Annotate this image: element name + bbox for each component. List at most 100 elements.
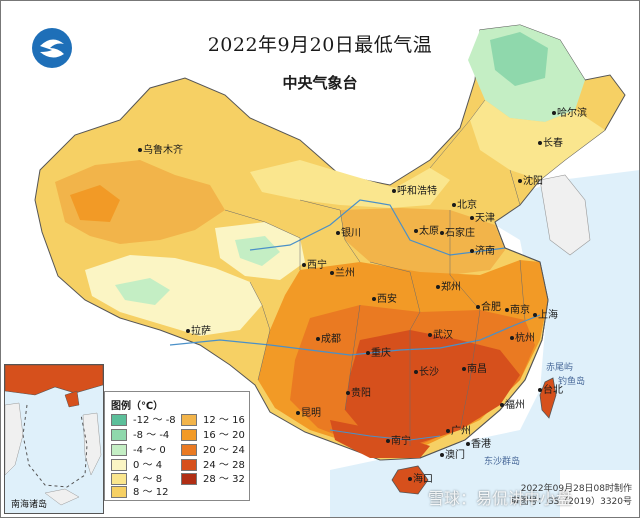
city-dot <box>346 391 350 395</box>
city-lanzhou: 兰州 <box>330 268 355 279</box>
city-chongqing: 重庆 <box>366 348 391 359</box>
map-legend: 图例（℃） -12 ～ -8 -8 ～ -4 -4 ～ 0 0 ～ 4 4 ～ … <box>104 391 250 501</box>
legend-item: 16 ～ 20 <box>181 429 245 442</box>
yellow-river <box>249 199 506 256</box>
zone-xinjiang-12-16 <box>55 160 225 244</box>
city-lhasa: 拉萨 <box>186 326 211 337</box>
coastline <box>419 221 549 459</box>
korea-outline <box>539 174 591 256</box>
city-dot <box>505 308 509 312</box>
city-dot <box>408 477 412 481</box>
city-macau: 澳门 <box>440 450 465 461</box>
city-dot <box>452 203 456 207</box>
city-fuzhou: 福州 <box>500 400 525 411</box>
legend-title: 图例（℃） <box>111 401 164 412</box>
legend-swatch <box>181 414 197 426</box>
ocean-east <box>470 170 640 470</box>
city-dot <box>533 313 537 317</box>
city-zhengzhou: 郑州 <box>436 282 461 293</box>
city-dot <box>186 329 190 333</box>
city-shenyang: 沈阳 <box>518 176 543 187</box>
city-beijing: 北京 <box>452 200 477 211</box>
city-dot <box>296 411 300 415</box>
city-taiyuan: 太原 <box>414 226 439 237</box>
city-hefei: 合肥 <box>476 302 501 313</box>
city-dot <box>330 271 334 275</box>
zone-qinghai-neg4-0 <box>235 236 280 266</box>
legend-item: -12 ～ -8 <box>111 414 176 427</box>
city-dot <box>518 179 522 183</box>
city-guangzhou: 广州 <box>446 426 471 437</box>
city-nanjing: 南京 <box>505 305 530 316</box>
zone-tibet-0-4 <box>85 255 262 336</box>
legend-swatch <box>111 429 127 441</box>
city-tianjin: 天津 <box>470 213 495 224</box>
city-dot <box>500 403 504 407</box>
legend-swatch <box>181 473 197 485</box>
legend-swatch <box>111 473 127 485</box>
inset-label: 南海诸岛 <box>11 500 48 510</box>
city-dot <box>414 370 418 374</box>
city-kunming: 昆明 <box>296 408 321 419</box>
legend-swatch <box>111 414 127 426</box>
legend-swatch <box>111 459 127 471</box>
city-dot <box>552 111 556 115</box>
legend-item: -8 ～ -4 <box>111 429 169 442</box>
legend-item: 12 ～ 16 <box>181 414 245 427</box>
city-xian: 西安 <box>372 294 397 305</box>
legend-swatch <box>181 444 197 456</box>
legend-item: 20 ～ 24 <box>181 444 245 457</box>
city-changchun: 长春 <box>538 138 563 149</box>
city-nanchang: 南昌 <box>462 364 487 375</box>
city-dot <box>476 305 480 309</box>
city-nanning: 南宁 <box>386 436 411 447</box>
footer-date: 2022年09月28日08时制作 <box>520 484 632 494</box>
watermark-text: 雪球：易侃讲中小盘 <box>428 489 573 508</box>
city-taipei: 台北 <box>538 385 563 396</box>
city-hongkong: 香港 <box>466 439 491 450</box>
city-dot <box>470 216 474 220</box>
city-shanghai: 上海 <box>533 310 558 321</box>
city-haikou: 海口 <box>408 474 433 485</box>
zone-northeast-4-8 <box>470 100 605 180</box>
city-yinchuan: 银川 <box>336 228 361 239</box>
zone-northplain-12-16 <box>340 208 505 275</box>
zone-tibet-neg4-0 <box>115 278 170 305</box>
city-dot <box>414 229 418 233</box>
city-xining: 西宁 <box>302 260 327 271</box>
legend-item: 8 ～ 12 <box>111 486 168 499</box>
legend-swatch <box>181 429 197 441</box>
zone-yangtze-24-28 <box>345 330 520 446</box>
city-hangzhou: 杭州 <box>510 333 535 344</box>
city-urumqi: 乌鲁木齐 <box>138 145 183 156</box>
legend-item: 0 ～ 4 <box>111 459 162 472</box>
city-dot <box>138 148 142 152</box>
city-harbin: 哈尔滨 <box>552 108 587 119</box>
city-dot <box>366 351 370 355</box>
agency-name: 中央气象台 <box>282 74 358 92</box>
city-dot <box>316 337 320 341</box>
inset-map <box>5 365 103 513</box>
city-dot <box>440 453 444 457</box>
city-dot <box>336 231 340 235</box>
city-dot <box>302 263 306 267</box>
legend-swatch <box>111 444 127 456</box>
zone-guangdong-24-28 <box>330 420 430 458</box>
place-chiweiyu: 赤尾屿 <box>546 363 574 373</box>
city-dot <box>510 336 514 340</box>
city-dot <box>392 189 396 193</box>
city-changsha: 长沙 <box>414 367 439 378</box>
cma-logo-icon <box>32 28 72 68</box>
city-dot <box>538 141 542 145</box>
city-guiyang: 贵阳 <box>346 388 371 399</box>
legend-item: 24 ～ 28 <box>181 459 245 472</box>
zone-neimeng-4-8 <box>250 160 450 208</box>
city-dot <box>470 249 474 253</box>
city-dot <box>466 442 470 446</box>
taiwan-island <box>539 377 557 419</box>
pearl-river <box>329 429 441 441</box>
city-dot <box>440 231 444 235</box>
city-hohhot: 呼和浩特 <box>392 186 437 197</box>
city-shijiazhuang: 石家庄 <box>440 228 475 239</box>
province-borders <box>224 99 526 446</box>
